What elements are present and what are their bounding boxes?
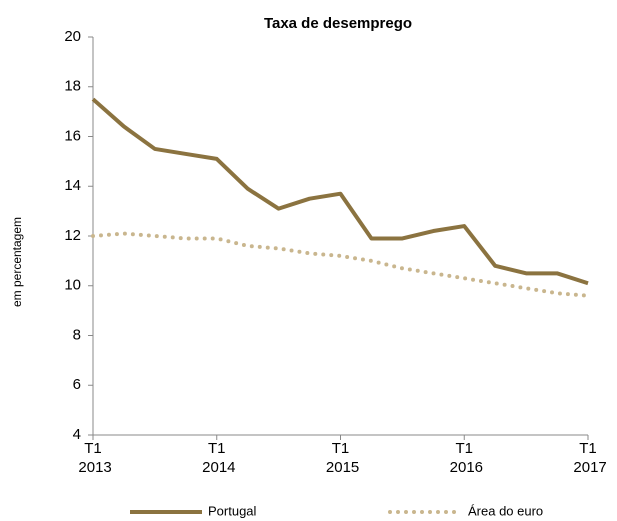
- y-tick-label: 4: [73, 426, 81, 443]
- y-tick-label: 8: [73, 326, 81, 343]
- legend-label: Área do euro: [468, 503, 543, 518]
- legend-label: Portugal: [208, 503, 257, 518]
- chart-title: Taxa de desemprego: [264, 15, 412, 32]
- x-tick-label: T1 2013: [74, 440, 112, 476]
- y-tick-label: 18: [64, 78, 81, 95]
- y-tick-label: 16: [64, 127, 81, 144]
- line-series: [91, 97, 589, 286]
- y-tick-label: 12: [64, 227, 81, 244]
- y-tick-label: 10: [64, 277, 81, 294]
- x-tick-label: T1 2017: [569, 440, 607, 476]
- x-tick-label: T1 2015: [322, 440, 360, 476]
- y-axis-label: em percentagem: [10, 217, 24, 307]
- x-tick-label: T1 2014: [198, 440, 236, 476]
- x-tick-label: T1 2016: [445, 440, 483, 476]
- y-tick-label: 6: [73, 376, 81, 393]
- y-tick-label: 20: [64, 28, 81, 45]
- y-tick-label: 14: [64, 177, 81, 194]
- line-series: [91, 231, 590, 298]
